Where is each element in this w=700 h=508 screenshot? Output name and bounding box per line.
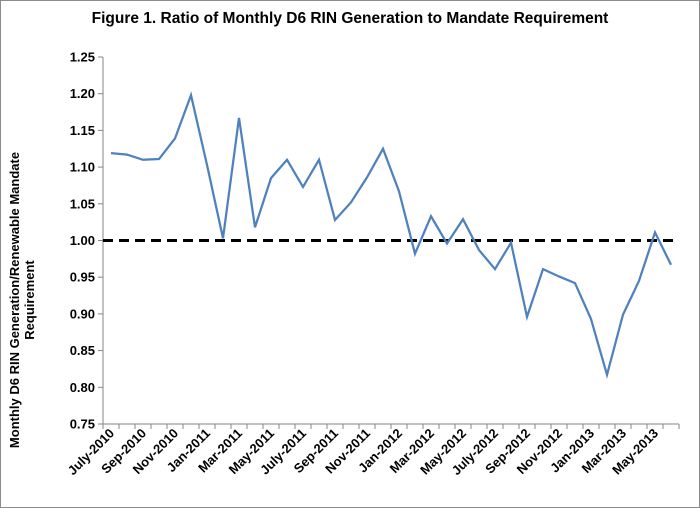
data-point: [510, 242, 512, 244]
y-tick-label: 1.05: [70, 196, 95, 211]
data-point: [174, 137, 176, 139]
data-point: [638, 280, 640, 282]
data-point: [142, 159, 144, 161]
y-tick-label: 1.00: [70, 233, 95, 248]
data-point: [126, 153, 128, 155]
data-point: [318, 159, 320, 161]
data-point: [654, 231, 656, 233]
data-point: [350, 201, 352, 203]
data-point: [302, 186, 304, 188]
data-point: [206, 164, 208, 166]
data-point: [494, 268, 496, 270]
data-point: [606, 374, 608, 376]
data-point: [286, 159, 288, 161]
data-point: [622, 313, 624, 315]
data-point: [254, 226, 256, 228]
y-tick-label: 0.80: [70, 380, 95, 395]
series-line: [110, 91, 673, 380]
chart-title: Figure 1. Ratio of Monthly D6 RIN Genera…: [91, 10, 609, 27]
data-point: [398, 190, 400, 192]
data-point: [414, 253, 416, 255]
y-tick-label: 0.90: [70, 306, 95, 321]
data-point: [238, 117, 240, 119]
data-point: [158, 158, 160, 160]
y-tick-label: 1.10: [70, 160, 95, 175]
data-point: [542, 268, 544, 270]
data-point: [462, 218, 464, 220]
y-tick-label: 1.25: [70, 50, 95, 65]
data-point: [190, 94, 192, 96]
data-point: [430, 215, 432, 217]
y-tick-label: 0.85: [70, 343, 95, 358]
data-point: [670, 264, 672, 266]
y-tick-label: 0.75: [70, 417, 95, 432]
data-point: [446, 242, 448, 244]
data-point: [270, 177, 272, 179]
data-point: [110, 152, 112, 154]
y-tick-label: 1.20: [70, 86, 95, 101]
data-point: [334, 219, 336, 221]
y-tick-label: 1.15: [70, 123, 95, 138]
data-point: [574, 282, 576, 284]
data-point: [590, 318, 592, 320]
data-point: [382, 148, 384, 150]
y-tick-label: 0.95: [70, 270, 95, 285]
data-point: [222, 237, 224, 239]
data-point: [526, 316, 528, 318]
data-point: [558, 275, 560, 277]
data-point: [366, 176, 368, 178]
data-point: [478, 249, 480, 251]
